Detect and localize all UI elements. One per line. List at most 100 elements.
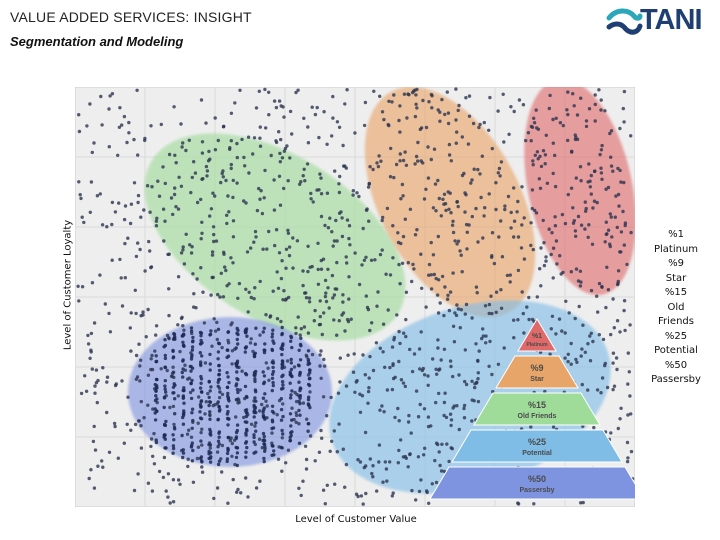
data-point [208,157,212,161]
data-point [210,344,214,348]
data-point [439,469,444,473]
data-point [512,109,516,114]
data-point [205,174,209,178]
data-point [551,246,556,250]
data-point [606,185,611,190]
data-point [437,450,441,454]
data-point [89,331,94,336]
data-point [191,335,195,340]
data-point [610,235,614,239]
data-point [179,122,183,126]
data-point [534,211,539,215]
data-point [467,223,471,227]
data-point [281,342,285,346]
data-point [482,214,486,218]
data-point [285,144,289,148]
data-point [279,137,283,142]
data-point [418,367,422,371]
data-point [403,217,407,221]
data-point [569,362,573,366]
data-point [508,280,512,284]
data-point [299,493,303,498]
data-point [579,223,584,227]
data-point [195,456,200,461]
data-point [545,181,550,185]
data-point [295,239,300,243]
data-point [279,104,283,108]
data-point [628,394,632,398]
data-point [574,234,578,238]
data-point [289,361,293,365]
data-point [181,367,185,371]
data-point [216,445,220,449]
data-point [263,87,267,92]
data-point [252,440,256,444]
data-point [240,369,244,373]
data-point [199,237,203,241]
data-point [521,311,525,316]
data-point [227,210,231,214]
data-point [80,285,85,289]
data-point [404,163,409,167]
data-point [516,199,520,204]
data-point [439,214,443,218]
data-point [488,339,492,344]
data-point [597,281,602,286]
data-point [337,422,341,426]
data-point [366,401,370,405]
data-point [393,415,397,420]
data-point [155,216,159,220]
data-point [371,475,375,479]
data-point [299,344,303,348]
data-point [362,258,367,262]
data-point [152,431,156,436]
data-point [161,165,165,169]
pyramid-percent-label: %1 [532,333,542,340]
data-point [86,333,90,338]
data-point [262,374,267,378]
data-point [414,154,419,159]
data-point [290,406,294,410]
data-point [551,276,555,280]
data-point [108,94,112,98]
data-point [236,487,240,492]
data-point [617,204,621,208]
data-point [229,162,233,167]
data-point [301,269,305,273]
data-point [566,112,570,117]
data-point [301,283,305,288]
data-point [235,361,239,365]
data-point [298,358,303,362]
data-point [90,281,95,285]
data-point [380,404,384,408]
data-point [320,436,324,440]
data-point [338,356,342,360]
data-point [478,172,482,176]
data-point [398,282,402,286]
data-point [243,346,248,350]
data-point [462,406,466,411]
data-point [604,305,608,310]
data-point [530,125,535,129]
data-point [92,321,97,325]
data-point [107,107,111,111]
data-point [509,105,513,109]
data-point [384,467,389,471]
data-point [216,341,221,345]
data-point [220,345,224,350]
data-point [494,207,498,212]
data-point [516,268,521,273]
data-point [600,177,604,181]
data-point [615,319,620,323]
data-point [487,311,491,316]
data-point [258,125,262,129]
data-point [395,313,399,317]
data-point [252,435,256,440]
data-point [340,313,344,317]
data-point [344,462,349,467]
data-point [573,137,578,142]
data-point [297,380,301,384]
data-point [244,455,248,459]
data-point [357,194,361,199]
data-point [412,267,416,271]
